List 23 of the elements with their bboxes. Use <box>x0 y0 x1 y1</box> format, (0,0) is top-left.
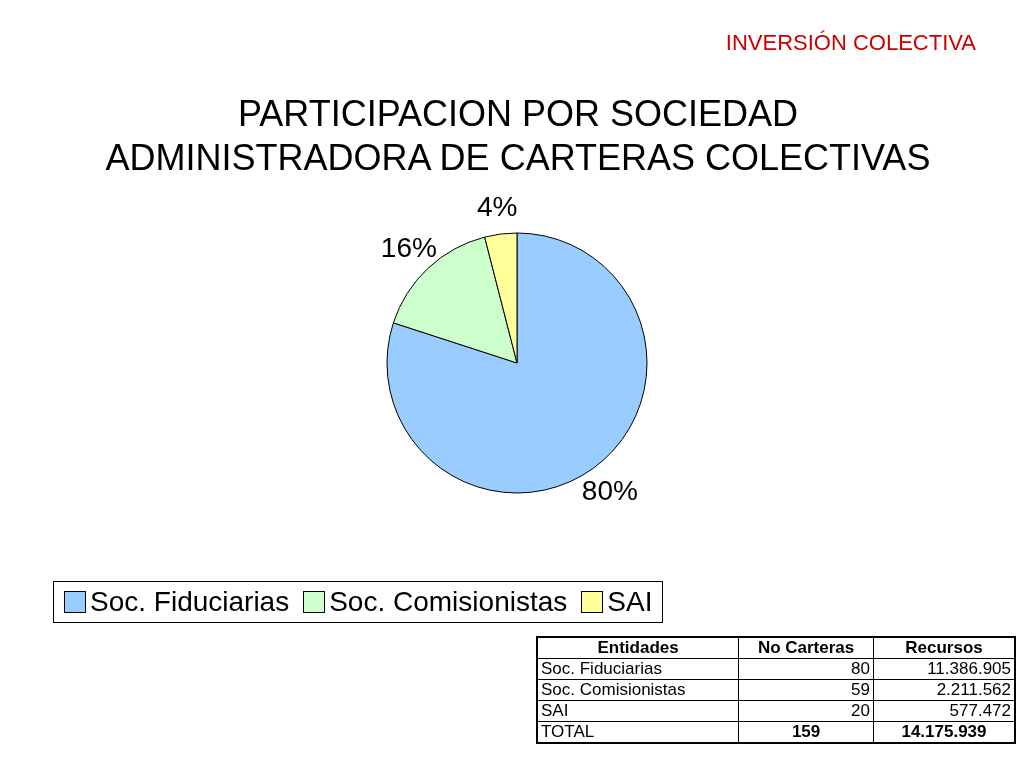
text: SAI <box>537 700 739 722</box>
data-label: 16% <box>380 232 437 264</box>
legend-label: SAI <box>606 586 653 618</box>
text: Soc. Fiduciarias <box>537 658 739 680</box>
text: 14.175.939 <box>873 721 1015 743</box>
text: 577.472 <box>873 700 1015 722</box>
text: Recursos <box>873 637 1015 659</box>
legend-label: Soc. Comisionistas <box>328 586 568 618</box>
chart-title: PARTICIPACION POR SOCIEDAD ADMINISTRADORA DE CARTERAS COLECTIVAS <box>104 92 932 180</box>
data-label: 4% <box>476 190 518 222</box>
text: 59 <box>738 679 874 701</box>
text: 11.386.905 <box>873 658 1015 680</box>
legend-label: Soc. Fiduciarias <box>89 586 290 618</box>
data-label: 80% <box>581 475 638 507</box>
text: 20 <box>738 700 874 722</box>
text: Entidades <box>537 637 739 659</box>
text: INVERSIÓN COLECTIVA <box>725 30 976 56</box>
text: TOTAL <box>537 721 739 743</box>
text: Soc. Comisionistas <box>537 679 739 701</box>
text: 2.211.562 <box>873 679 1015 701</box>
text: 159 <box>738 721 874 743</box>
text: No Carteras <box>738 637 874 659</box>
text: 80 <box>738 658 874 680</box>
